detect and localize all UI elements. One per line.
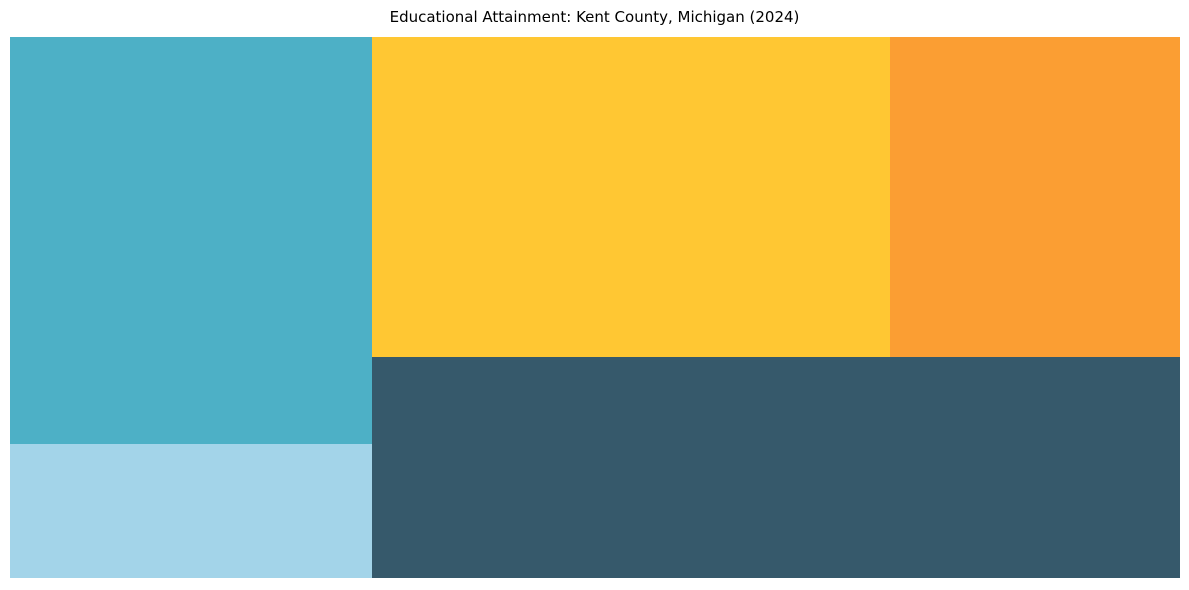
chart-title: Educational Attainment: Kent County, Mic… [389, 8, 800, 26]
light-blue-tile [10, 444, 372, 578]
yellow-tile [372, 37, 890, 357]
orange-tile [890, 37, 1180, 357]
treemap-plot-area [10, 37, 1180, 578]
teal-tile [10, 37, 372, 444]
dark-slate-tile [372, 357, 1180, 578]
